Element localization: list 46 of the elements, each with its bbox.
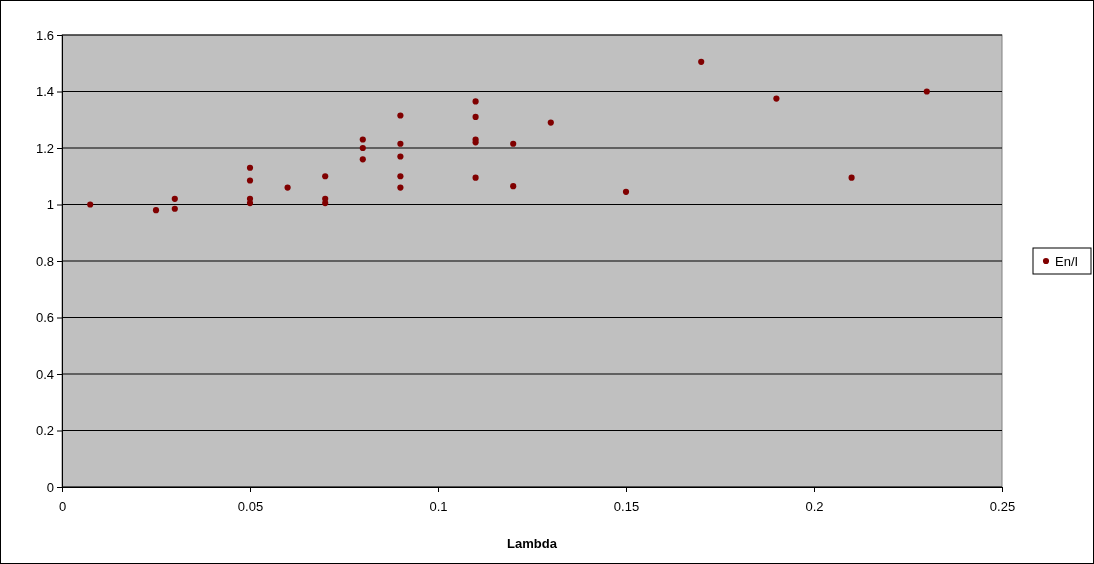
point: [397, 112, 404, 119]
y-tick-label: 1: [46, 197, 54, 213]
point: [698, 58, 705, 65]
point: [547, 119, 554, 126]
point: [397, 173, 404, 180]
point: [359, 156, 366, 163]
point: [246, 200, 254, 207]
x-tick-label: 0.1: [429, 498, 448, 514]
point: [152, 207, 160, 214]
point: [322, 173, 329, 180]
x-axis-title: Lambda: [507, 536, 558, 551]
point: [171, 195, 178, 202]
point: [510, 140, 517, 147]
x-tick-label: 0.15: [613, 498, 640, 514]
point: [171, 205, 178, 212]
point: [359, 144, 366, 152]
point: [397, 140, 404, 147]
x-tick-label: 0.2: [805, 498, 824, 514]
y-tick-label: 0: [46, 479, 54, 495]
point: [472, 98, 479, 105]
point: [359, 136, 366, 143]
x-tick-label: 0.25: [989, 498, 1016, 514]
point: [322, 200, 329, 207]
point: [397, 153, 404, 160]
point: [848, 174, 855, 181]
point: [622, 188, 630, 195]
point: [472, 113, 479, 121]
y-tick-label: 0.4: [35, 366, 54, 382]
point: [773, 95, 780, 102]
point: [510, 183, 517, 190]
point: [284, 184, 291, 191]
point: [923, 88, 930, 95]
point: [397, 184, 404, 191]
y-tick-label: 1.4: [35, 84, 54, 100]
y-tick-label: 1.2: [35, 140, 54, 156]
point: [87, 201, 94, 208]
y-tick-label: 1.6: [35, 27, 54, 43]
legend-label: En/I: [1055, 254, 1079, 269]
x-tick-label: 0: [58, 498, 67, 514]
y-tick-label: 0.2: [35, 423, 54, 439]
y-tick-label: 0.8: [35, 253, 54, 269]
point: [472, 174, 479, 181]
point: [246, 164, 254, 171]
x-tick-label: 0.05: [237, 498, 264, 514]
point: [246, 177, 254, 184]
y-tick-label: 0.6: [35, 310, 54, 326]
